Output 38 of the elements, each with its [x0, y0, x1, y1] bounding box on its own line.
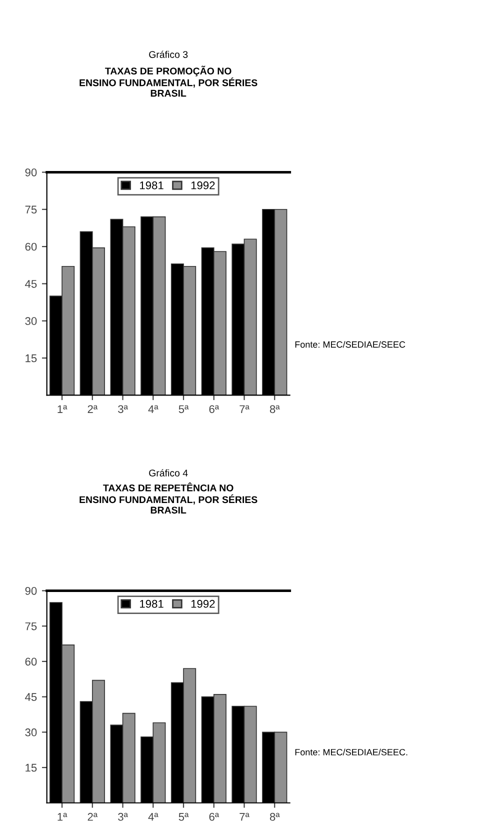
x-tick-label: 7ª: [240, 405, 250, 413]
x-tick-label: 8ª: [270, 812, 280, 821]
chart-subtitle: TAXAS DE PROMOÇÃO NO ENSINO FUNDAMENTAL, POR SÉRIES BRASIL: [80, 66, 258, 97]
legend-label: 1992: [191, 600, 215, 608]
x-tick-label: 5ª: [178, 405, 189, 414]
x-tick-label: 5ª: [178, 812, 189, 821]
y-tick-label: 75: [25, 206, 37, 214]
y-tick-label: 15: [26, 354, 37, 362]
x-tick-label: 4ª: [148, 405, 158, 413]
x-tick-label: 7ª: [240, 812, 250, 821]
chart-title: Gráfico 4: [149, 469, 188, 476]
x-tick-label: 3ª: [118, 405, 128, 414]
y-tick-label: 30: [25, 728, 37, 736]
y-tick-label: 75: [25, 622, 37, 630]
x-tick-label: 3ª: [118, 812, 128, 821]
y-tick-label: 45: [25, 280, 37, 288]
source-note: Fonte: MEC/SEDIAE/SEEC.: [295, 748, 408, 756]
legend-label: 1981: [140, 600, 164, 608]
x-tick-label: 1ª: [58, 812, 68, 821]
x-tick-label: 2ª: [88, 812, 98, 821]
x-tick-label: 4ª: [148, 812, 158, 821]
chart-title: Gráfico 3: [149, 50, 188, 58]
x-tick-label: 8ª: [270, 405, 280, 414]
y-tick-label: 45: [25, 693, 37, 701]
legend-label: 1981: [140, 181, 164, 190]
source-note: Fonte: MEC/SEDIAE/SEEC: [295, 341, 406, 348]
x-tick-label: 2ª: [88, 405, 98, 413]
x-tick-label: 6ª: [209, 405, 220, 414]
x-tick-label: 6ª: [209, 812, 220, 821]
y-tick-label: 15: [26, 764, 37, 772]
y-tick-label: 30: [25, 317, 37, 326]
legend-label: 1992: [191, 181, 215, 190]
y-tick-label: 60: [25, 242, 37, 251]
y-tick-label: 60: [25, 658, 37, 666]
y-tick-label: 90: [25, 586, 37, 595]
y-tick-label: 90: [25, 168, 37, 176]
chart-subtitle: TAXAS DE REPETÊNCIA NO ENSINO FUNDAMENTAL, POR SÉRIES BRASIL: [80, 482, 258, 514]
x-tick-label: 1ª: [58, 405, 68, 413]
